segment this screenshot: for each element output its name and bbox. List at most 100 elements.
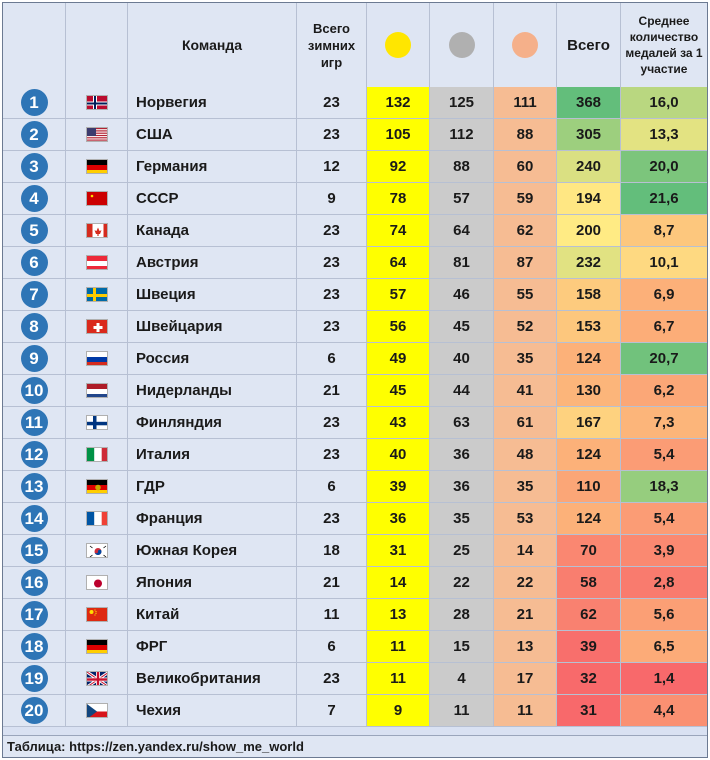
- flag-cell: [66, 631, 128, 662]
- header-silver: [430, 3, 494, 87]
- rank-cell: 17: [3, 599, 66, 630]
- rank-badge: 6: [20, 249, 48, 276]
- italy-flag-icon: [85, 447, 108, 462]
- table-body: 1 Норвегия 23 132 125 111 368 16,0 2 США…: [3, 87, 707, 727]
- games-count: 23: [297, 279, 367, 310]
- bronze-count: 61: [494, 407, 557, 438]
- czechia-flag-icon: [85, 703, 108, 718]
- silver-count: 81: [430, 247, 494, 278]
- gold-count: 40: [367, 439, 430, 470]
- country-name: Канада: [128, 215, 297, 246]
- games-count: 21: [297, 375, 367, 406]
- gold-count: 36: [367, 503, 430, 534]
- total-count: 305: [557, 119, 621, 150]
- total-count: 130: [557, 375, 621, 406]
- table-row: 8 Швейцария 23 56 45 52 153 6,7: [3, 311, 707, 343]
- bronze-count: 53: [494, 503, 557, 534]
- header-team-label: Команда: [182, 36, 242, 53]
- rank-badge: 19: [20, 665, 48, 692]
- gold-count: 74: [367, 215, 430, 246]
- rank-cell: 13: [3, 471, 66, 502]
- silver-count: 35: [430, 503, 494, 534]
- silver-count: 64: [430, 215, 494, 246]
- table-row: 14 Франция 23 36 35 53 124 5,4: [3, 503, 707, 535]
- header-avg-label: Среднее количество медалей за 1 участие: [625, 14, 703, 76]
- table-row: 15 Южная Корея 18 31 25 14 70 3,9: [3, 535, 707, 567]
- avg-medals: 5,4: [621, 503, 707, 534]
- uk-flag-icon: [85, 671, 108, 686]
- table-row: 16 Япония 21 14 22 22 58 2,8: [3, 567, 707, 599]
- silver-count: 40: [430, 343, 494, 374]
- flag-cell: [66, 119, 128, 150]
- canada-flag-icon: [85, 223, 108, 238]
- games-count: 11: [297, 599, 367, 630]
- bronze-count: 111: [494, 87, 557, 118]
- games-count: 12: [297, 151, 367, 182]
- flag-cell: [66, 247, 128, 278]
- gold-count: 132: [367, 87, 430, 118]
- rank-badge: 20: [20, 697, 48, 724]
- gold-count: 9: [367, 695, 430, 726]
- silver-count: 63: [430, 407, 494, 438]
- flag-cell: [66, 439, 128, 470]
- silver-medal-icon: [448, 32, 475, 58]
- avg-medals: 5,4: [621, 439, 707, 470]
- games-count: 23: [297, 87, 367, 118]
- games-count: 23: [297, 439, 367, 470]
- games-count: 6: [297, 343, 367, 374]
- country-name: Чехия: [128, 695, 297, 726]
- gold-count: 64: [367, 247, 430, 278]
- austria-flag-icon: [85, 255, 108, 270]
- silver-count: 45: [430, 311, 494, 342]
- table-header: Команда Всего зимних игр Всего Среднее к…: [3, 3, 707, 87]
- games-count: 23: [297, 407, 367, 438]
- silver-count: 46: [430, 279, 494, 310]
- ussr-flag-icon: [85, 191, 108, 206]
- total-count: 62: [557, 599, 621, 630]
- rank-badge: 5: [20, 217, 48, 244]
- gold-count: 11: [367, 663, 430, 694]
- games-count: 23: [297, 215, 367, 246]
- avg-medals: 7,3: [621, 407, 707, 438]
- bronze-count: 22: [494, 567, 557, 598]
- bronze-count: 11: [494, 695, 557, 726]
- total-count: 124: [557, 343, 621, 374]
- russia-flag-icon: [85, 351, 108, 366]
- rank-cell: 16: [3, 567, 66, 598]
- country-name: Германия: [128, 151, 297, 182]
- flag-cell: [66, 599, 128, 630]
- gold-count: 92: [367, 151, 430, 182]
- silver-count: 44: [430, 375, 494, 406]
- games-count: 23: [297, 119, 367, 150]
- finland-flag-icon: [85, 415, 108, 430]
- country-name: Финляндия: [128, 407, 297, 438]
- silver-count: 125: [430, 87, 494, 118]
- rank-cell: 2: [3, 119, 66, 150]
- rank-badge: 14: [20, 505, 48, 532]
- country-name: Великобритания: [128, 663, 297, 694]
- rank-cell: 7: [3, 279, 66, 310]
- bronze-count: 35: [494, 471, 557, 502]
- gold-count: 105: [367, 119, 430, 150]
- gold-count: 39: [367, 471, 430, 502]
- rank-badge: 17: [20, 601, 48, 628]
- games-count: 9: [297, 183, 367, 214]
- silver-count: 4: [430, 663, 494, 694]
- games-count: 18: [297, 535, 367, 566]
- bronze-count: 35: [494, 343, 557, 374]
- country-name: ГДР: [128, 471, 297, 502]
- flag-cell: [66, 151, 128, 182]
- avg-medals: 6,7: [621, 311, 707, 342]
- bronze-count: 59: [494, 183, 557, 214]
- total-count: 32: [557, 663, 621, 694]
- header-team: Команда: [128, 3, 297, 87]
- games-count: 21: [297, 567, 367, 598]
- table-row: 7 Швеция 23 57 46 55 158 6,9: [3, 279, 707, 311]
- games-count: 23: [297, 311, 367, 342]
- gold-medal-icon: [385, 32, 411, 58]
- flag-cell: [66, 279, 128, 310]
- silver-count: 22: [430, 567, 494, 598]
- rank-cell: 9: [3, 343, 66, 374]
- country-name: США: [128, 119, 297, 150]
